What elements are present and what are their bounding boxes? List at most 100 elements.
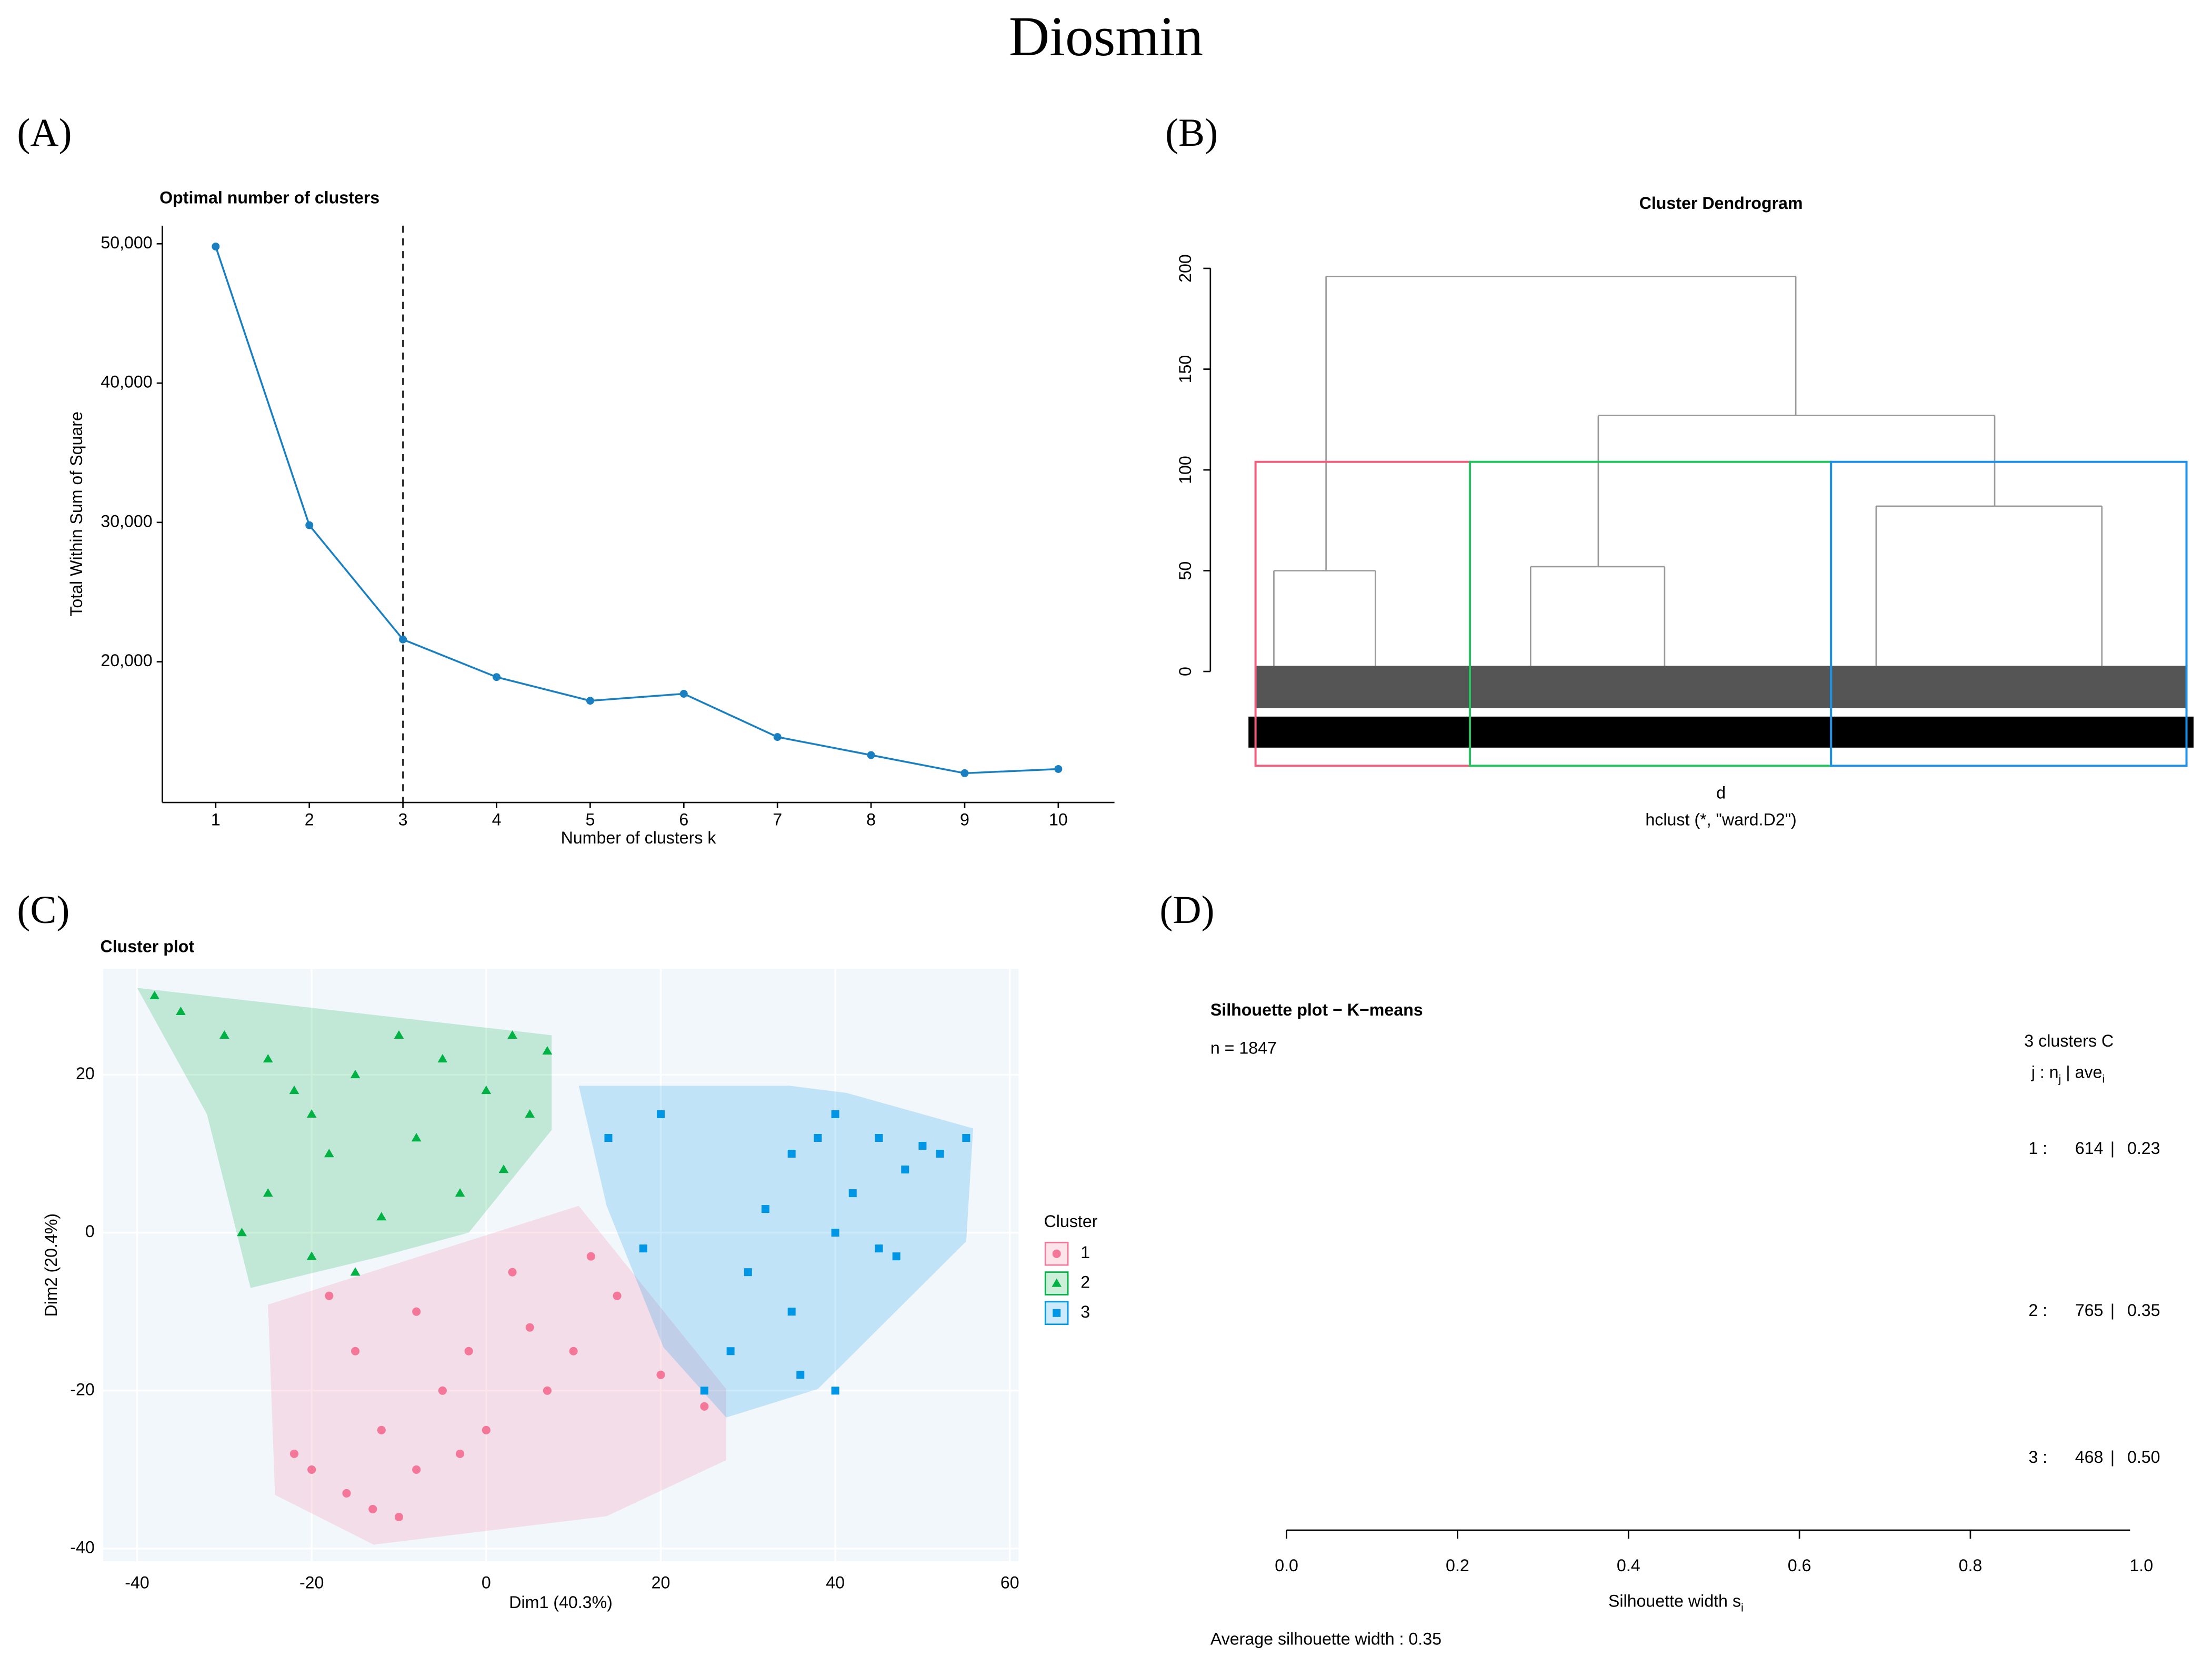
point [787, 1308, 796, 1316]
y-tick-label: 0 [85, 1222, 95, 1241]
legend-label: 1 [1080, 1243, 1090, 1262]
legend-title: 3 clusters C [2024, 1031, 2114, 1050]
x-tick-label: 10 [1049, 810, 1068, 829]
point [586, 1252, 595, 1261]
line [215, 246, 1058, 775]
legend-label: 2 [1080, 1272, 1090, 1291]
y-tick-label: 20,000 [101, 651, 152, 670]
chart-title: Cluster plot [101, 937, 195, 956]
point [376, 1212, 387, 1221]
point [412, 1465, 421, 1474]
cluster-hull [578, 1086, 974, 1418]
legend-label: 3 [1080, 1302, 1090, 1321]
point [962, 1133, 970, 1142]
x-axis-label-part: i [1741, 1601, 1744, 1614]
x-axis-label: Number of clusters k [561, 828, 717, 847]
leaf-band [1255, 666, 2187, 708]
row-separator: | [2110, 1448, 2115, 1467]
y-tick-label: 40,000 [101, 373, 152, 391]
point [960, 769, 969, 777]
y-tick-label: 50,000 [101, 233, 152, 252]
point [350, 1070, 361, 1079]
point [411, 1133, 422, 1142]
x-tick-label: 6 [679, 810, 688, 829]
point [744, 1268, 752, 1277]
point [325, 1291, 334, 1300]
point [342, 1489, 351, 1498]
point [656, 1110, 665, 1118]
y-tick-label: -20 [70, 1380, 94, 1399]
chart-title: Silhouette plot − K−means [1210, 1000, 1423, 1019]
point [263, 1054, 273, 1063]
row-ave: 0.50 [2127, 1448, 2160, 1467]
x-axis-label: Silhouette width si [1608, 1591, 1744, 1614]
x-tick-label: 0.6 [1788, 1556, 1811, 1575]
y-tick-label: 30,000 [101, 511, 152, 530]
x-tick-label: 0.2 [1446, 1556, 1469, 1575]
row-label: 1 : [2028, 1139, 2047, 1158]
row-separator: | [2110, 1139, 2115, 1158]
point [787, 1150, 796, 1158]
legend-header-part: i [2102, 1072, 2105, 1085]
legend-header: j : nj | avei [2031, 1062, 2105, 1085]
legend-header-part: j : n [2031, 1062, 2059, 1081]
x-tick-label: 0.8 [1959, 1556, 1983, 1575]
cluster-hull [137, 988, 552, 1288]
point [918, 1141, 927, 1150]
point [351, 1347, 360, 1355]
point [726, 1347, 735, 1355]
point [438, 1386, 447, 1395]
point [306, 1109, 317, 1118]
point [875, 1244, 883, 1253]
y-axis-label: Dim2 (20.4%) [42, 1213, 61, 1317]
legend-title: Cluster [1044, 1212, 1098, 1231]
x-tick-label: 1.0 [2129, 1556, 2153, 1575]
x-tick-label: 0.0 [1275, 1556, 1298, 1575]
point [604, 1133, 613, 1142]
point [456, 1449, 465, 1458]
x-axis-label: Dim1 (40.3%) [509, 1593, 613, 1612]
point [901, 1166, 909, 1174]
y-tick-label: 150 [1176, 355, 1195, 384]
point [639, 1244, 647, 1253]
x-tick-label: 1 [211, 810, 221, 829]
point [936, 1150, 944, 1158]
point [700, 1387, 708, 1395]
point [773, 733, 782, 741]
point [377, 1425, 386, 1434]
x-tick-label: 2 [305, 810, 314, 829]
point [237, 1228, 247, 1237]
point [569, 1347, 578, 1355]
x-tick-label: 60 [1000, 1573, 1019, 1592]
y-axis-label: Total Within Sum of Square [67, 411, 86, 617]
y-tick-label: 20 [76, 1064, 95, 1083]
point [399, 635, 407, 644]
point [831, 1387, 839, 1395]
footer: Average silhouette width : 0.35 [1210, 1630, 1442, 1649]
leaf-label-band [1248, 716, 2194, 748]
point [368, 1504, 377, 1513]
x-tick-label: 8 [866, 810, 876, 829]
x-tick-label: 40 [826, 1573, 845, 1592]
y-tick-label: 200 [1176, 254, 1195, 283]
point [508, 1268, 517, 1277]
point [814, 1133, 822, 1142]
point [412, 1307, 421, 1316]
plot-background [103, 969, 1019, 1561]
point [464, 1347, 473, 1355]
panel-label: (D) [1159, 888, 1214, 932]
panel-label: (C) [17, 888, 69, 932]
point [875, 1133, 883, 1142]
y-tick-label: 50 [1176, 561, 1195, 580]
row-n: 468 [2075, 1448, 2104, 1467]
x-tick-label: 0.4 [1617, 1556, 1640, 1575]
point [507, 1030, 517, 1039]
point [263, 1188, 273, 1197]
point [289, 1086, 299, 1094]
point [867, 751, 875, 759]
x-tick-label: 7 [773, 810, 782, 829]
point [525, 1323, 534, 1332]
legend-symbol [1053, 1309, 1061, 1317]
y-tick-label: 100 [1176, 456, 1195, 484]
y-tick-label: -40 [70, 1538, 94, 1556]
